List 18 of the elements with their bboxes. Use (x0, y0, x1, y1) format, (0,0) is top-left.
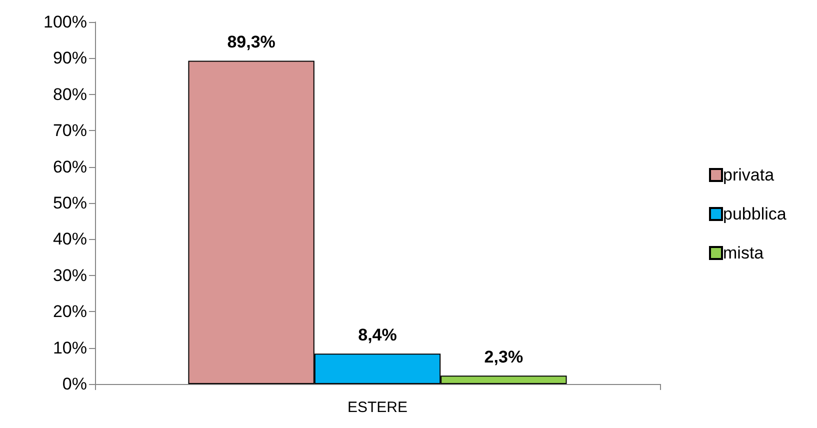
y-tick-label: 100% (44, 12, 87, 32)
legend-label: pubblica (723, 204, 787, 224)
y-tick-label: 50% (52, 194, 87, 212)
y-tick-label: 0% (62, 374, 87, 394)
data-label: 8,4% (358, 326, 397, 345)
legend-label: privata (723, 166, 775, 184)
data-label: 89,3% (227, 32, 276, 52)
y-tick-label: 90% (52, 48, 87, 68)
y-tick-label: 80% (52, 84, 87, 104)
y-tick-label: 10% (52, 338, 87, 358)
y-tick-label: 60% (52, 157, 87, 176)
data-label: 2,3% (484, 348, 524, 367)
legend-label: mista (723, 244, 764, 262)
y-tick-label: 70% (52, 121, 87, 140)
x-tick-label: ESTERE (347, 399, 408, 416)
y-tick-label: 30% (52, 266, 87, 285)
y-tick-label: 40% (52, 230, 87, 249)
y-tick-label: 20% (52, 302, 87, 322)
